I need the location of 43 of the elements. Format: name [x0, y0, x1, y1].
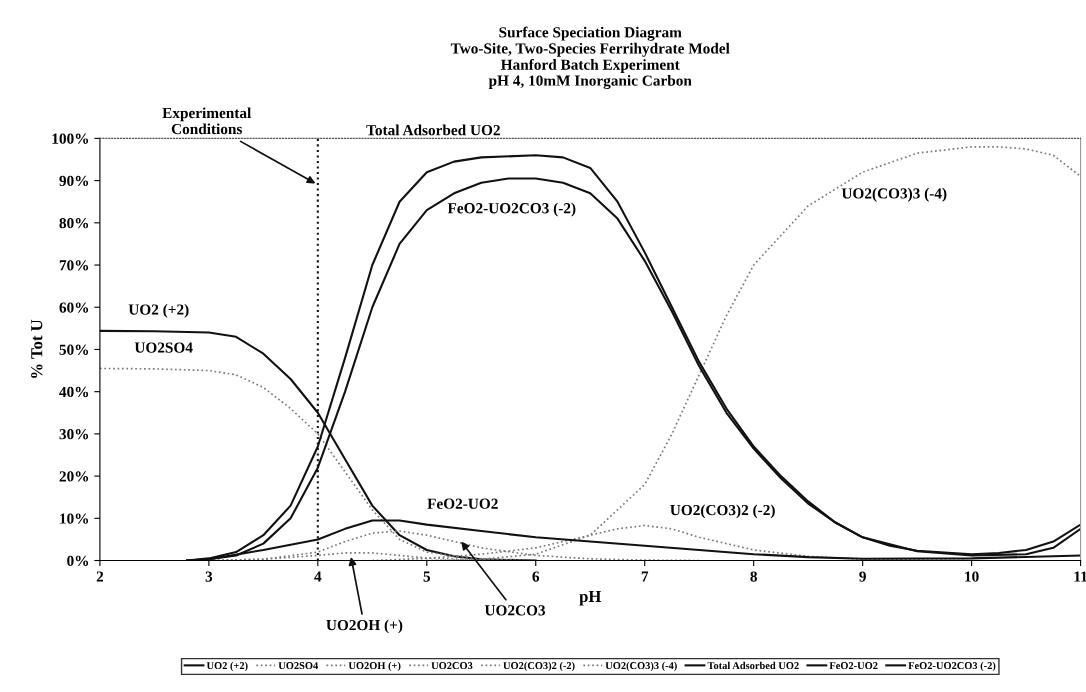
legend-label: UO2OH (+): [348, 661, 401, 672]
x-tick-label: 6: [532, 571, 540, 582]
x-tick-label: 2: [96, 571, 104, 582]
y-tick-label: 40%: [59, 386, 89, 398]
legend-label: UO2SO4: [278, 662, 319, 670]
y-axis-title: % Tot U: [31, 319, 43, 378]
annotation: UO2(CO3)3 (-4): [841, 187, 947, 202]
chart-title: Surface Speciation Diagram Two-Site, Two-Species Ferrihydrate Model Hanford Batch Experiment pH 4, 10mM Inorganic Carbon: [450, 26, 730, 89]
y-tick-label: 0%: [67, 555, 89, 567]
x-axis-title: pH: [579, 591, 602, 606]
x-tick-label: 4: [314, 571, 322, 582]
annotation: FeO2-UO2: [427, 498, 498, 509]
y-tick-label: 30%: [59, 429, 89, 440]
annotation: UO2OH (+): [326, 619, 403, 634]
y-tick-label: 60%: [59, 302, 89, 313]
annotation: UO2CO3: [484, 605, 546, 616]
x-tick-label: 11: [1074, 571, 1086, 582]
y-tick-label: 100%: [52, 133, 89, 144]
legend-label: UO2(CO3)3 (-4): [605, 661, 677, 672]
x-tick-label: 9: [859, 571, 866, 582]
text: Total Adsorbed UO2: [366, 124, 500, 136]
annotation: UO2 (+2): [128, 303, 189, 318]
legend-label: UO2 (+2): [206, 661, 248, 672]
y-tick-label: 50%: [59, 344, 89, 355]
x-tick-label: 5: [423, 571, 431, 582]
annotation: UO2(CO3)2 (-2): [670, 504, 775, 519]
legend-label: UO2(CO3)2 (-2): [503, 661, 575, 672]
legend-label: UO2CO3: [431, 662, 473, 670]
x-tick-label: 7: [641, 571, 649, 582]
legend-label: Total Adsorbed UO2: [707, 661, 799, 670]
y-tick-label: 70%: [59, 260, 89, 271]
x-tick-label: 10: [965, 571, 979, 582]
y-tick-label: 10%: [60, 513, 89, 524]
annotation: FeO2-UO2CO3 (-2): [447, 202, 576, 217]
annotation: Experimental Conditions: [162, 107, 252, 135]
legend-label: FeO2-UO2: [829, 662, 878, 670]
y-tick-label: 80%: [59, 217, 89, 229]
legend-label: FeO2-UO2CO3 (-2): [908, 661, 996, 672]
y-tick-label: 20%: [59, 471, 89, 482]
y-tick-label: 90%: [59, 175, 89, 187]
x-tick-label: 8: [750, 571, 757, 582]
annotation: UO2SO4: [134, 342, 193, 353]
x-tick-label: 3: [205, 571, 213, 582]
